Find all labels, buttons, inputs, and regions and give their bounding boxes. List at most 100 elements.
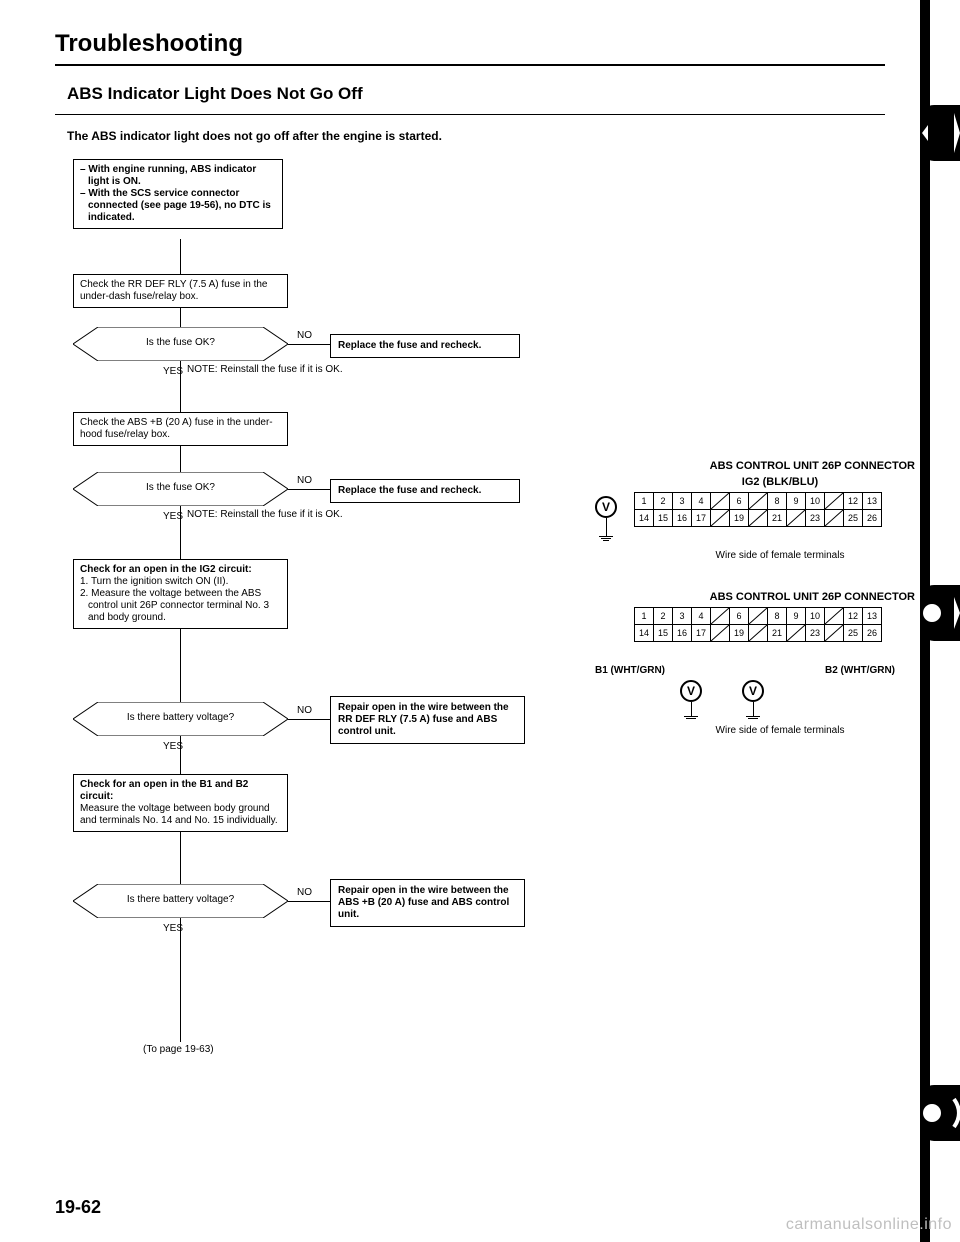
- start-l2: – With the SCS service connector connect…: [80, 188, 276, 224]
- conn-pin: [710, 607, 730, 625]
- conn-pin: 19: [729, 624, 749, 642]
- conn-pin: 2: [653, 607, 673, 625]
- conn-pin: 3: [672, 492, 692, 510]
- decision-battery-voltage-2: Is there battery voltage?: [73, 884, 288, 918]
- intro-text: The ABS indicator light does not go off …: [55, 129, 885, 143]
- proc3-title: Check for an open in the IG2 circuit:: [80, 564, 281, 576]
- conn-pin: 25: [843, 509, 863, 527]
- conn-pin: [710, 509, 730, 527]
- b1-label: B1 (WHT/GRN): [595, 665, 665, 676]
- b2-label: B2 (WHT/GRN): [825, 665, 895, 676]
- conn-pin: 9: [786, 492, 806, 510]
- conn-pin: 21: [767, 509, 787, 527]
- voltmeter-icon-2a: V: [680, 680, 702, 702]
- conn-pin: 10: [805, 607, 825, 625]
- decision-battery-voltage-1: Is there battery voltage?: [73, 702, 288, 736]
- conn-pin: [710, 492, 730, 510]
- conn-pin: [824, 624, 844, 642]
- conn-pin: 6: [729, 492, 749, 510]
- conn-pin: 12: [843, 492, 863, 510]
- conn-pin: [748, 607, 768, 625]
- conn-pin: 6: [729, 607, 749, 625]
- proc-check-rr-def-fuse: Check the RR DEF RLY (7.5 A) fuse in the…: [73, 274, 288, 308]
- proc-check-b1-b2-open: Check for an open in the B1 and B2 circu…: [73, 774, 288, 832]
- no-2: NO: [297, 475, 312, 486]
- conn-pin: 1: [634, 607, 654, 625]
- action-replace-fuse-1: Replace the fuse and recheck.: [330, 334, 520, 358]
- action-replace-fuse-2: Replace the fuse and recheck.: [330, 479, 520, 503]
- conn-pin: 17: [691, 509, 711, 527]
- flowchart: – With engine running, ABS indicator lig…: [55, 159, 525, 1099]
- conn-pin: [824, 509, 844, 527]
- conn1-title: ABS CONTROL UNIT 26P CONNECTOR: [585, 460, 915, 472]
- tab-top: [920, 105, 960, 161]
- yes-1: YES: [163, 366, 183, 377]
- h-d4: [288, 901, 330, 902]
- decision-fuse-ok-1: Is the fuse OK?: [73, 327, 288, 361]
- conn-pin: [748, 509, 768, 527]
- note-reinstall-1: NOTE: Reinstall the fuse if it is OK.: [187, 364, 343, 375]
- proc3-l1: 1. Turn the ignition switch ON (II).: [80, 576, 281, 588]
- conn2-caption: Wire side of female terminals: [585, 725, 915, 736]
- start-box: – With engine running, ABS indicator lig…: [73, 159, 283, 229]
- section-title: ABS Indicator Light Does Not Go Off: [55, 84, 885, 104]
- conn-pin: 13: [862, 607, 882, 625]
- conn-pin: 26: [862, 624, 882, 642]
- conn-pin: [710, 624, 730, 642]
- conn-pin: 25: [843, 624, 863, 642]
- conn-pin: 4: [691, 607, 711, 625]
- voltmeter-icon-2b: V: [742, 680, 764, 702]
- conn1-sub: IG2 (BLK/BLU): [585, 476, 915, 488]
- conn1-diagram: 1234689101213 141516171921232526: [635, 492, 895, 544]
- note-reinstall-2: NOTE: Reinstall the fuse if it is OK.: [187, 509, 343, 520]
- conn-pin: 19: [729, 509, 749, 527]
- conn-pin: 4: [691, 492, 711, 510]
- conn-pin: 15: [653, 509, 673, 527]
- h-d1: [288, 344, 330, 345]
- conn1-caption: Wire side of female terminals: [585, 550, 915, 561]
- proc3-l2: 2. Measure the voltage between the ABS c…: [80, 588, 281, 624]
- proc-check-ig2-open: Check for an open in the IG2 circuit: 1.…: [73, 559, 288, 629]
- dec3-text: Is there battery voltage?: [73, 712, 288, 723]
- conn-pin: [748, 492, 768, 510]
- conn-pin: 3: [672, 607, 692, 625]
- conn-pin: 26: [862, 509, 882, 527]
- conn-pin: [748, 624, 768, 642]
- conn-pin: 16: [672, 509, 692, 527]
- conn-pin: 10: [805, 492, 825, 510]
- conn-pin: 1: [634, 492, 654, 510]
- tab-mid: [920, 585, 960, 641]
- yes-2: YES: [163, 511, 183, 522]
- conn-pin: 15: [653, 624, 673, 642]
- conn-pin: 21: [767, 624, 787, 642]
- no-3: NO: [297, 705, 312, 716]
- dec4-text: Is there battery voltage?: [73, 894, 288, 905]
- conn-pin: [786, 624, 806, 642]
- conn2-title: ABS CONTROL UNIT 26P CONNECTOR: [585, 591, 915, 603]
- conn-pin: 14: [634, 624, 654, 642]
- decision-fuse-ok-2: Is the fuse OK?: [73, 472, 288, 506]
- action-repair-open-ig2: Repair open in the wire between the RR D…: [330, 696, 525, 744]
- dec2-text: Is the fuse OK?: [73, 482, 288, 493]
- conn-pin: [824, 492, 844, 510]
- connector-diagrams: ABS CONTROL UNIT 26P CONNECTOR IG2 (BLK/…: [585, 460, 915, 766]
- tab-bot: [920, 1085, 960, 1141]
- conn-pin: 17: [691, 624, 711, 642]
- dec1-text: Is the fuse OK?: [73, 337, 288, 348]
- page-title: Troubleshooting: [55, 30, 885, 58]
- yes-4: YES: [163, 923, 183, 934]
- no-4: NO: [297, 887, 312, 898]
- h-d2: [288, 489, 330, 490]
- conn-pin: 23: [805, 509, 825, 527]
- proc-check-abs-b-fuse: Check the ABS +B (20 A) fuse in the unde…: [73, 412, 288, 446]
- page-number: 19-62: [55, 1197, 101, 1218]
- conn-pin: 8: [767, 492, 787, 510]
- conn-pin: 9: [786, 607, 806, 625]
- conn-pin: [786, 509, 806, 527]
- voltmeter-icon-1: V: [595, 496, 617, 541]
- conn-pin: 2: [653, 492, 673, 510]
- conn-pin: 13: [862, 492, 882, 510]
- conn-pin: [824, 607, 844, 625]
- conn-pin: 23: [805, 624, 825, 642]
- proc4-body: Measure the voltage between body ground …: [80, 803, 281, 827]
